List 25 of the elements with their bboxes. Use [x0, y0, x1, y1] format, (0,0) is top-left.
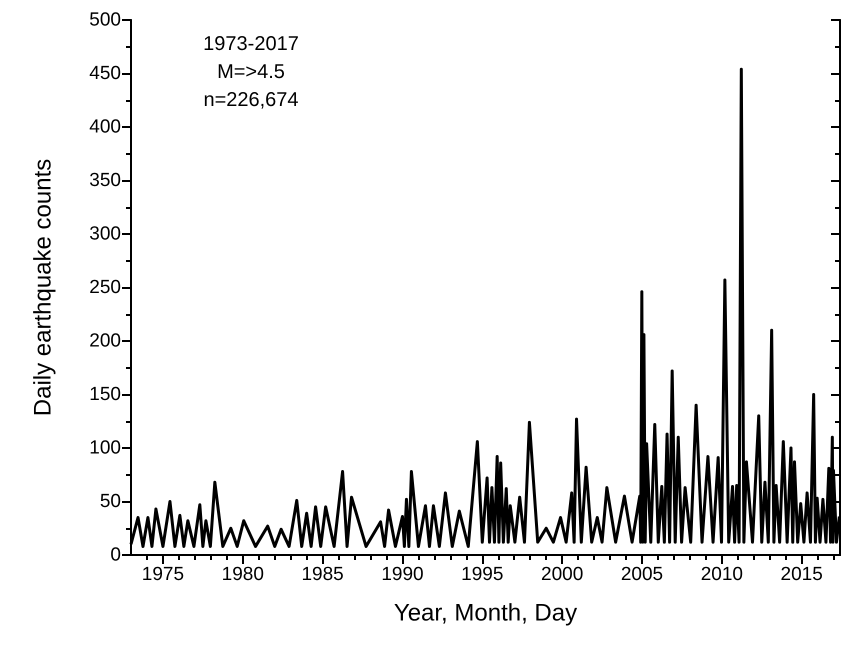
- x-tick-label: 2010: [700, 564, 743, 585]
- x-tick-label: 1980: [222, 564, 264, 585]
- x-tick-label: 1995: [461, 564, 504, 585]
- y-tick-label: 400: [89, 116, 121, 138]
- y-axis-title: Daily earthquake counts: [30, 158, 56, 416]
- y-tick-label: 500: [89, 10, 121, 30]
- y-tick-label: 250: [89, 277, 121, 298]
- y-tick-label: 0: [110, 544, 121, 566]
- annotation: 1973-2017: [203, 33, 299, 55]
- x-tick-label: 1985: [301, 564, 344, 585]
- y-tick-label: 200: [89, 330, 121, 352]
- y-tick-label: 150: [89, 384, 121, 405]
- x-tick-label: 2005: [620, 564, 664, 585]
- x-tick-label: 1990: [381, 564, 424, 585]
- x-tick-label: 2000: [541, 564, 584, 585]
- x-tick-label: 2015: [780, 564, 823, 585]
- annotation: n=226,674: [203, 89, 299, 111]
- x-tick-label: 1975: [142, 564, 184, 585]
- y-tick-label: 50: [100, 491, 121, 512]
- y-tick-label: 100: [89, 438, 121, 458]
- y-tick-label: 300: [89, 224, 121, 244]
- x-axis-title: Year, Month, Day: [394, 600, 578, 626]
- annotation: M=>4.5: [217, 61, 285, 83]
- y-tick-label: 450: [89, 63, 121, 84]
- y-tick-label: 350: [89, 170, 121, 191]
